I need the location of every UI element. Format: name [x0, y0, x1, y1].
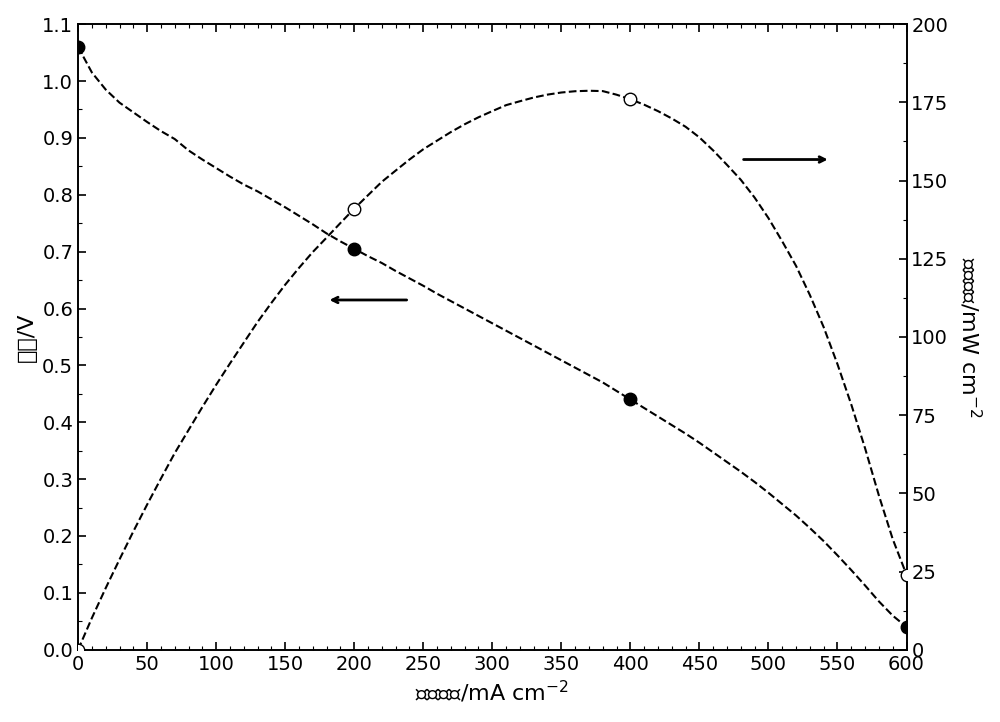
X-axis label: 电流密度/mA cm$^{-2}$: 电流密度/mA cm$^{-2}$ — [415, 679, 569, 705]
Y-axis label: 功率密度/mW cm$^{-2}$: 功率密度/mW cm$^{-2}$ — [957, 256, 983, 417]
Y-axis label: 电压/V: 电压/V — [17, 312, 37, 362]
